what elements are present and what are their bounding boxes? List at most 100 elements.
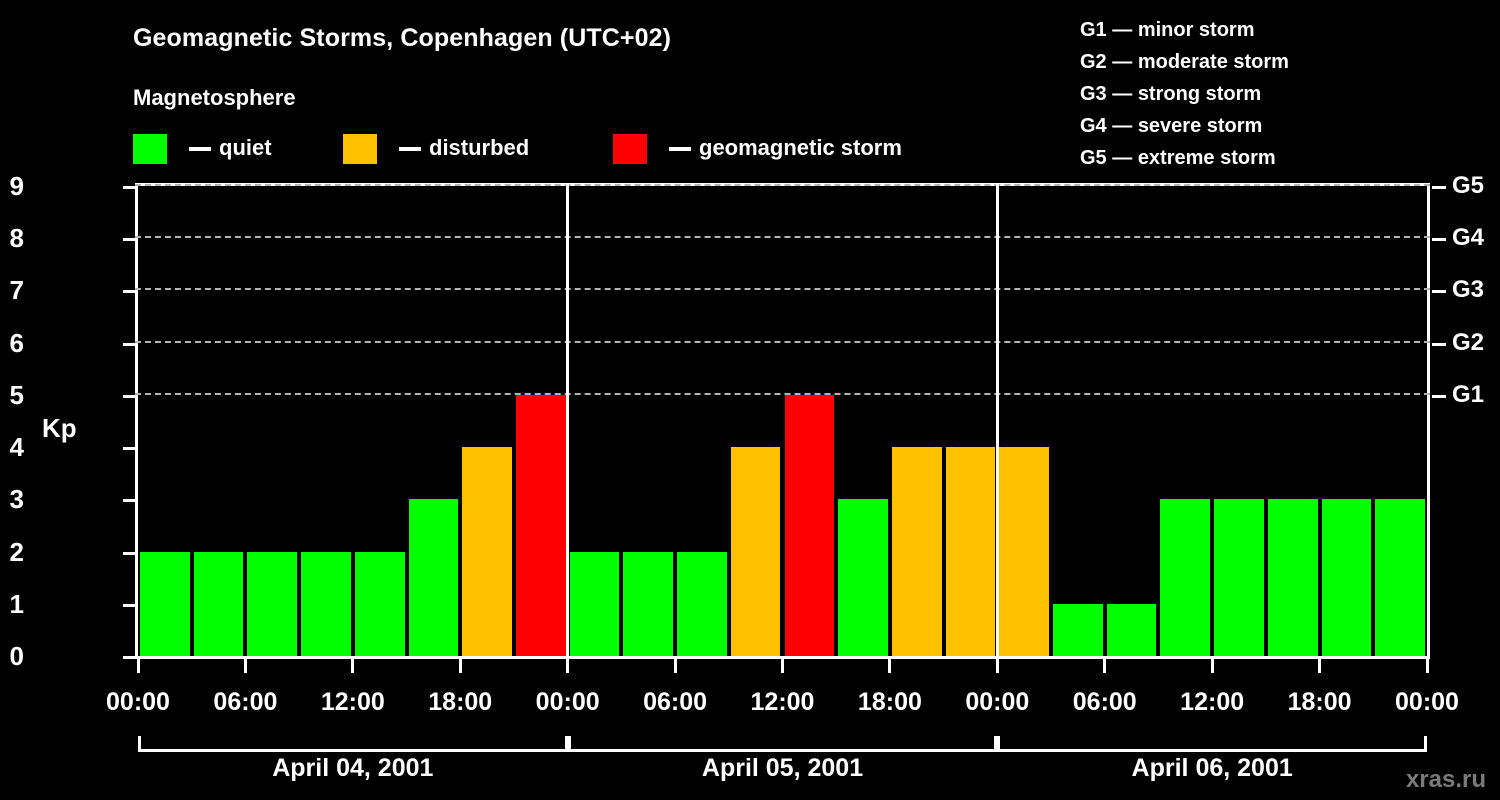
y-axis-tick-label: 6 [9, 327, 24, 358]
g-legend-code: G1 [1080, 19, 1107, 41]
legend-label: quiet [219, 135, 272, 160]
x-axis-tick-label: 00:00 [535, 688, 600, 716]
x-axis-tick-label: 18:00 [1287, 688, 1352, 716]
bar[interactable] [784, 394, 835, 656]
gridline [135, 392, 1430, 395]
bar[interactable] [1321, 499, 1372, 656]
page-title: Geomagnetic Storms, Copenhagen (UTC+02) [133, 24, 672, 52]
g-legend-row-g4: G4 — severe storm [1062, 110, 1482, 142]
day-label: April 04, 2001 [272, 754, 434, 782]
x-axis-tick-mark [995, 659, 999, 673]
day-bracket [567, 736, 998, 752]
day-bracket [997, 736, 1427, 752]
y-axis-tick-mark [123, 499, 135, 503]
day-label: April 06, 2001 [1131, 754, 1293, 782]
x-axis-tick-label: 00:00 [106, 688, 170, 716]
x-axis-tick-mark [888, 659, 892, 673]
g-legend-description: moderate storm [1137, 51, 1289, 73]
bar[interactable] [193, 551, 244, 656]
bar[interactable] [515, 394, 566, 656]
bar[interactable] [1375, 499, 1425, 656]
day-separator [995, 183, 999, 659]
gridline [135, 236, 1430, 239]
x-axis-tick-label: 18:00 [857, 688, 922, 716]
bar[interactable] [462, 447, 512, 656]
y-axis-title: Kp [42, 413, 77, 443]
plot-area [123, 183, 1430, 659]
y-axis-tick-label: 0 [9, 641, 24, 671]
g-legend-row-g2: G2 — moderate storm [1062, 46, 1482, 78]
y-axis-tick-label: 1 [9, 588, 24, 619]
g-legend-description: extreme storm [1137, 147, 1276, 169]
bar[interactable] [247, 551, 298, 656]
x-axis-tick-label: 00:00 [965, 688, 1030, 716]
bar[interactable] [1214, 499, 1264, 656]
g-scale-legend: G1 — minor storm G2 — moderate storm G3 — … [1062, 14, 1482, 174]
day-label: April 05, 2001 [701, 754, 864, 782]
y-axis-tick-mark [123, 186, 135, 189]
g-legend-code: G5 [1080, 147, 1107, 169]
bar[interactable] [354, 551, 405, 656]
bar[interactable] [301, 551, 351, 656]
legend-dash-icon [669, 147, 691, 151]
g-legend-dash-icon: — [1106, 19, 1138, 41]
disturbed-legend: disturbed [343, 132, 529, 166]
x-axis-tick-label: 12:00 [320, 688, 385, 716]
y-axis-tick-label: 2 [9, 536, 24, 567]
watermark: xras.ru [1405, 766, 1486, 793]
x-axis-tick-mark [1318, 659, 1322, 673]
x-axis-tick-label: 00:00 [1395, 688, 1459, 716]
g-axis-tick-label: G2 [1452, 328, 1485, 356]
g-legend-code: G4 [1080, 115, 1107, 137]
gridline [135, 184, 1430, 186]
bar[interactable] [1053, 603, 1103, 656]
y-axis-tick-mark [123, 551, 135, 555]
x-axis-tick-mark [1210, 659, 1214, 673]
bar[interactable] [569, 551, 620, 656]
bar[interactable] [408, 499, 459, 656]
y-axis-tick-label: 4 [9, 432, 24, 463]
legend-dash-icon [399, 147, 421, 151]
y-axis-tick-mark [123, 603, 135, 607]
g-legend-code: G3 [1080, 83, 1107, 105]
gridline [135, 340, 1430, 343]
bar[interactable] [999, 447, 1050, 656]
g-legend-dash-icon: — [1106, 115, 1138, 137]
bar[interactable] [140, 551, 190, 656]
bar[interactable] [623, 551, 674, 656]
gridline [135, 288, 1430, 291]
bar[interactable] [1160, 499, 1211, 656]
g-legend-row-g5: G5 — extreme storm [1062, 142, 1482, 174]
g-legend-row-g3: G3 — strong storm [1062, 78, 1482, 110]
y-axis-tick-mark [123, 342, 135, 346]
y-axis-tick-mark [123, 447, 135, 451]
y-axis-tick-mark [123, 290, 135, 294]
x-axis-tick-mark [136, 659, 140, 673]
day-bracket [138, 736, 568, 752]
bar[interactable] [838, 499, 888, 656]
bars-layer [138, 186, 1427, 656]
x-axis-tick-label: 06:00 [213, 688, 278, 716]
subtitle: Magnetosphere [133, 85, 296, 110]
x-axis-tick-label: 06:00 [643, 688, 708, 716]
y-axis-tick-mark [123, 394, 135, 398]
legend-dash-icon [189, 147, 211, 151]
legend-label: disturbed [429, 135, 530, 160]
bar[interactable] [1267, 499, 1318, 656]
bar[interactable] [730, 447, 781, 656]
bar[interactable] [1106, 603, 1157, 656]
y-axis-tick-mark [123, 238, 135, 242]
y-axis-tick-label: 8 [9, 223, 24, 254]
y-axis-tick-mark [123, 656, 135, 659]
g-axis-tick-label: G4 [1452, 224, 1485, 252]
g-legend-dash-icon: — [1106, 147, 1138, 169]
x-axis-tick-mark [458, 659, 462, 673]
bar[interactable] [677, 551, 727, 656]
bar[interactable] [891, 447, 942, 656]
g-legend-row-g1: G1 — minor storm [1062, 14, 1482, 46]
x-axis-tick-mark [1425, 659, 1429, 673]
y-axis-tick-label: 5 [9, 379, 24, 410]
g-legend-description: severe storm [1137, 115, 1263, 137]
g-legend-code: G2 [1080, 51, 1107, 73]
bar[interactable] [945, 447, 996, 656]
